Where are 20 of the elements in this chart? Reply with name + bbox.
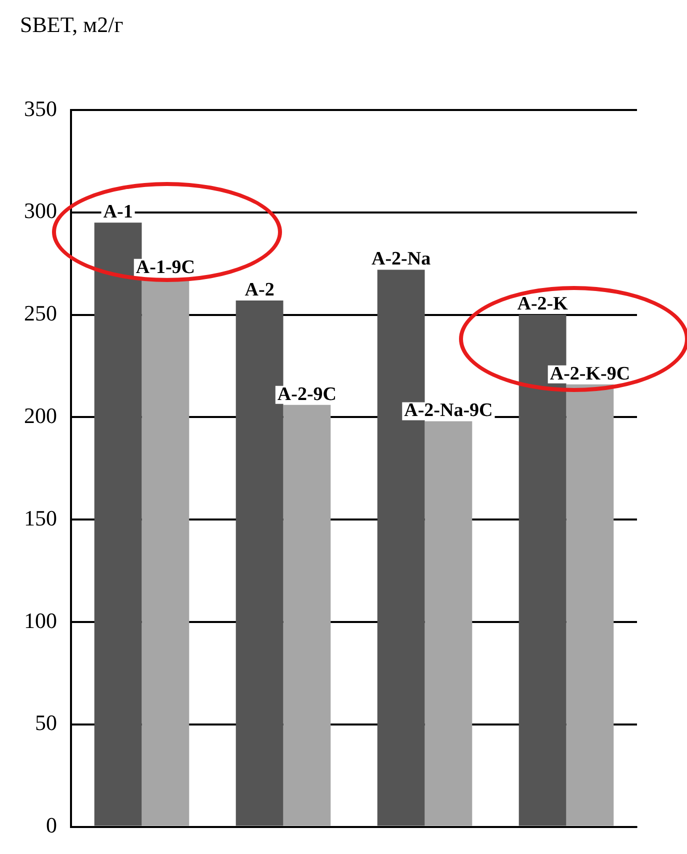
y-tick-label: 0 <box>46 812 57 838</box>
data-label: A-2-9C <box>277 384 337 405</box>
data-label: A-1 <box>103 202 133 223</box>
y-tick-label: 250 <box>24 300 57 326</box>
chart-title: SBET, м2/г <box>20 12 124 38</box>
data-label: A-1-9C <box>136 256 196 278</box>
data-label: A-2-K-9C <box>550 363 630 384</box>
data-label: A-2-Na <box>371 248 432 270</box>
y-tick-label: 150 <box>24 505 57 530</box>
y-tick-label: 50 <box>35 710 57 736</box>
y-tick-label: 350 <box>24 96 57 121</box>
y-tick-label: 200 <box>24 402 57 428</box>
data-label: A-2 <box>244 279 274 300</box>
data-label: A-2-K <box>517 294 568 315</box>
bar <box>283 404 331 826</box>
bar <box>566 384 614 826</box>
y-tick-label: 300 <box>24 198 57 224</box>
data-label: A-2-Na-9C <box>404 400 493 422</box>
bar <box>424 421 472 826</box>
y-tick-label: 100 <box>24 608 57 633</box>
